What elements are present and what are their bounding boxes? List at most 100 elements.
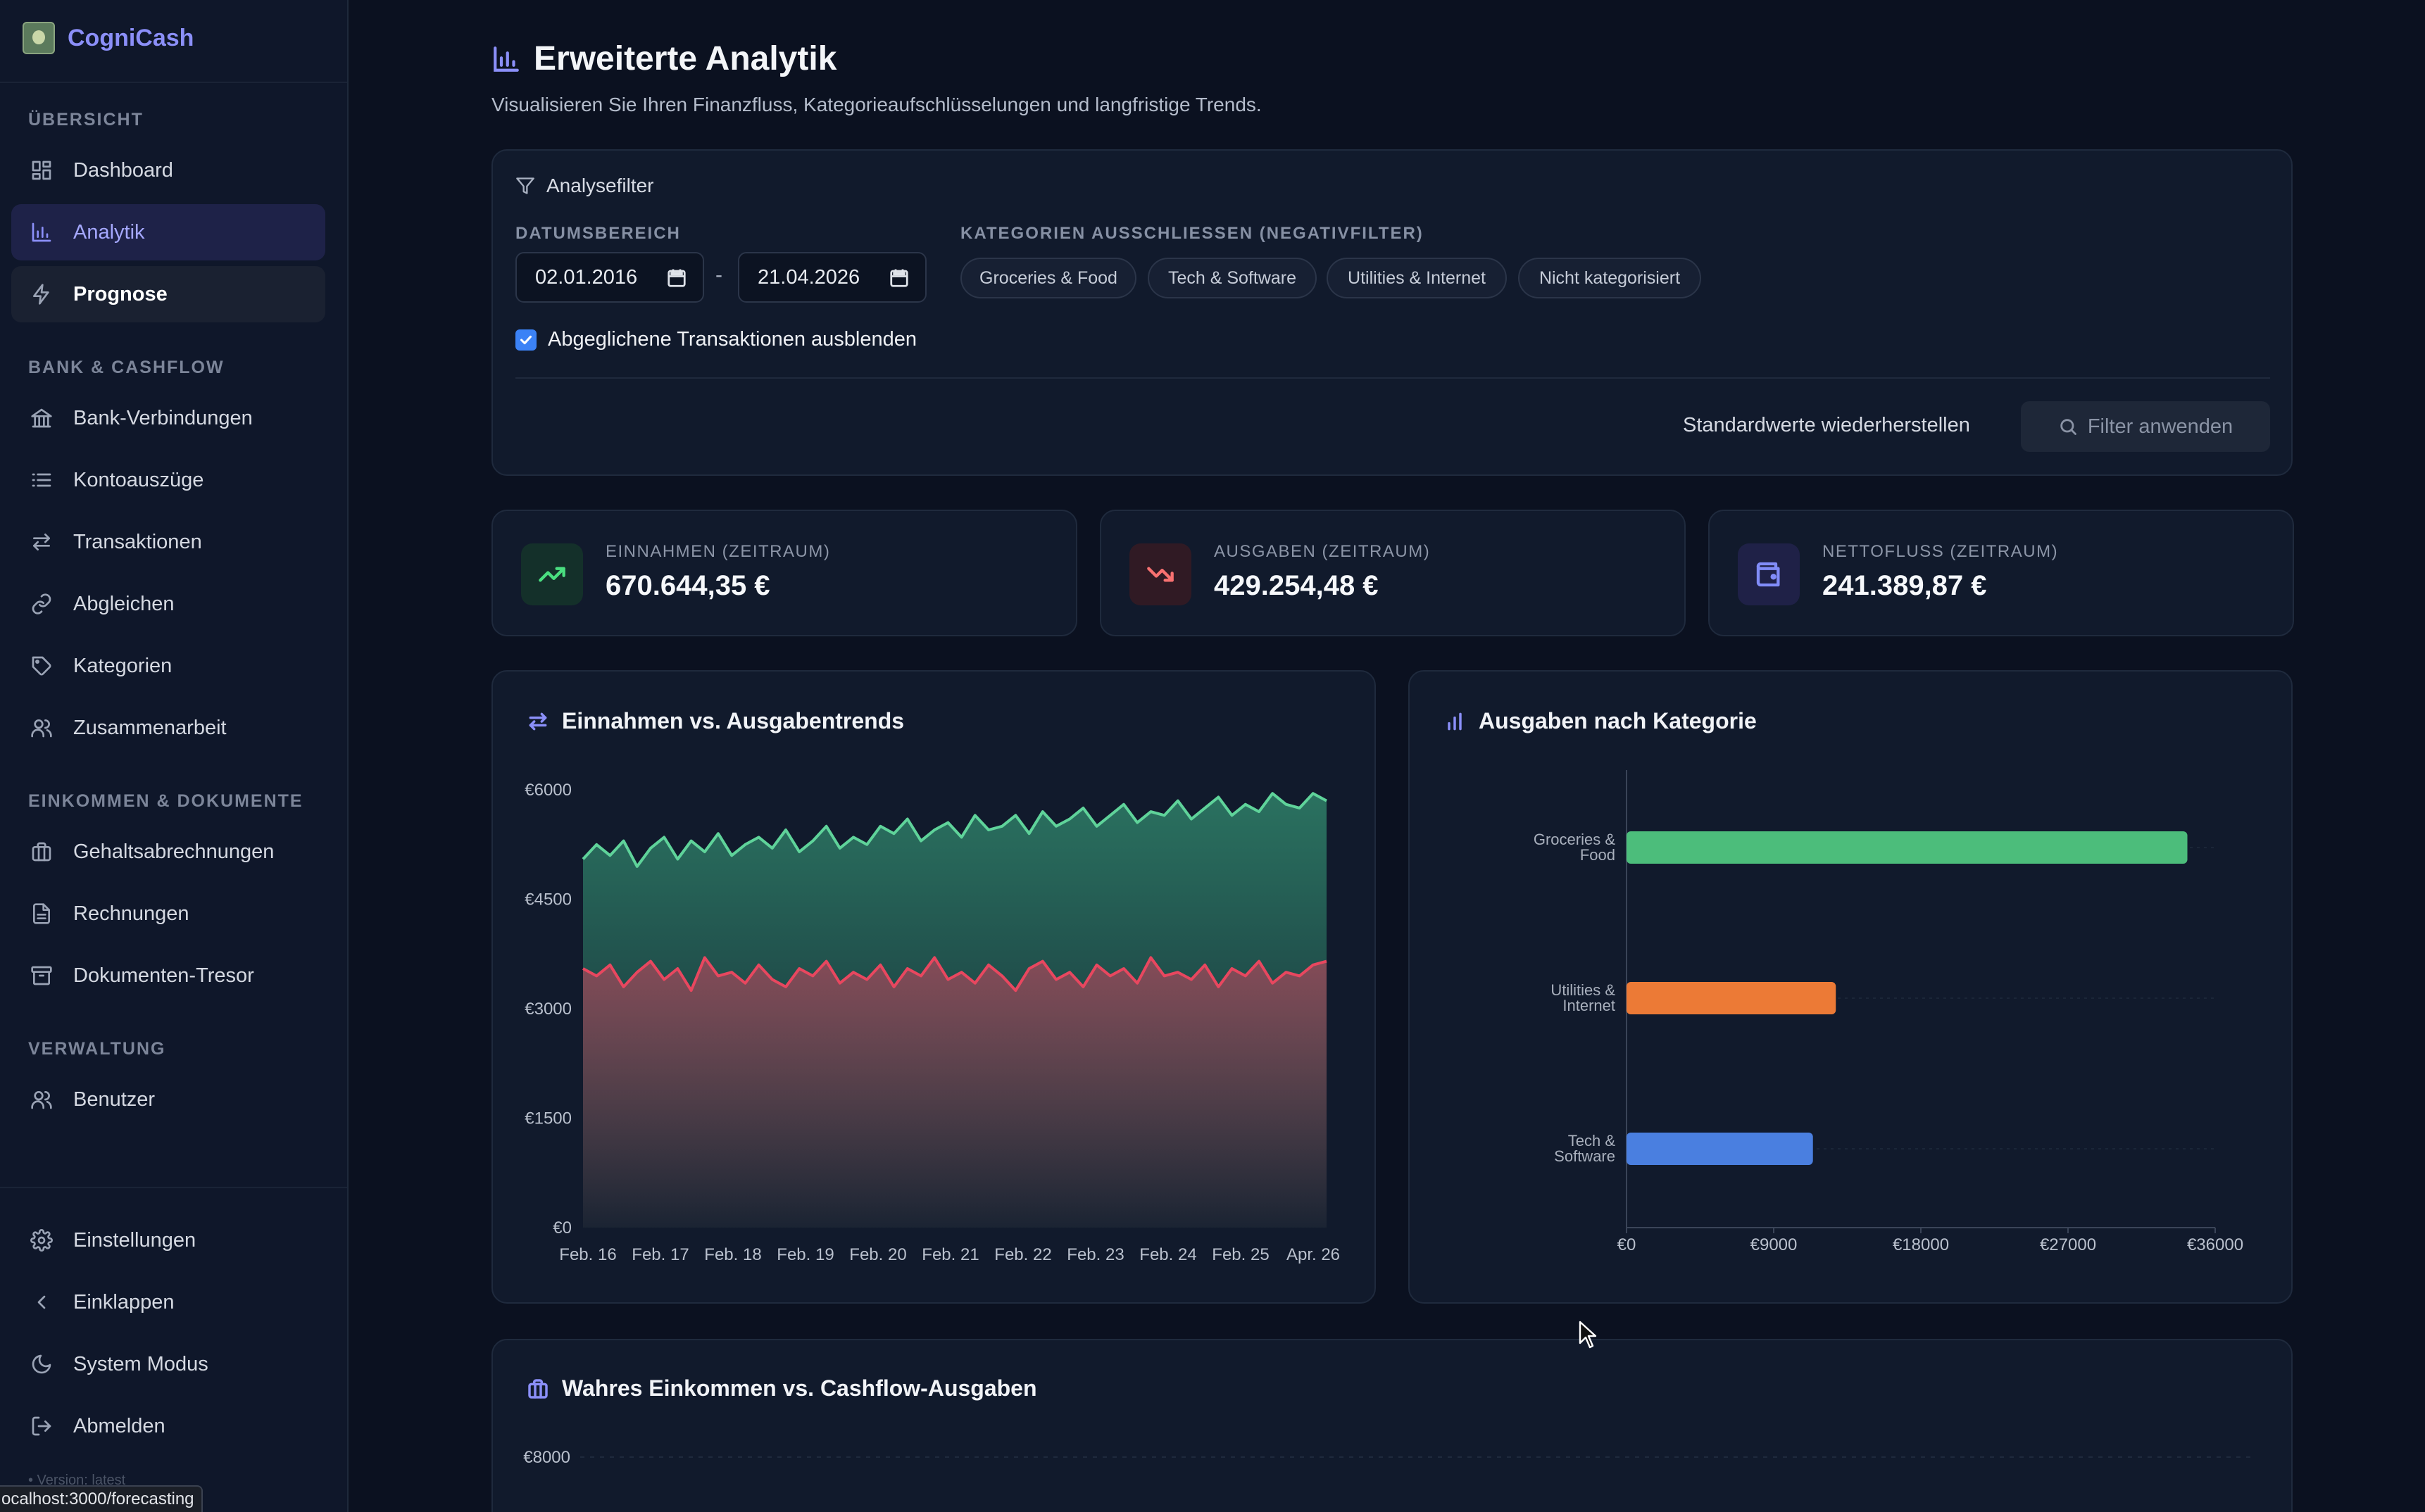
date-range-label: DATUMSBEREICH: [515, 224, 681, 243]
sidebar-item-label: System Modus: [73, 1352, 208, 1375]
dashboard-icon: [28, 157, 55, 184]
section-title-overview: ÜBERSICHT: [28, 110, 144, 130]
brand[interactable]: CogniCash: [23, 21, 194, 55]
hide-reconciled-checkbox[interactable]: [515, 329, 537, 351]
logout-button[interactable]: Abmelden: [11, 1398, 325, 1454]
analysis-filter-card: Analysefilter DATUMSBEREICH 02.01.2016 -…: [491, 149, 2293, 476]
filter-icon: [516, 177, 534, 194]
sidebar-item-label: Abmelden: [73, 1414, 165, 1437]
stat-label: NETTOFLUSS (ZEITRAUM): [1822, 542, 2059, 561]
version-text: • Version: latest: [28, 1473, 126, 1488]
date-to-input[interactable]: 21.04.2026: [738, 252, 927, 303]
sidebar: CogniCash ÜBERSICHT Dashboard Analytik P…: [0, 0, 349, 1512]
search-icon: [2060, 419, 2076, 435]
filter-title: Analysefilter: [515, 175, 654, 197]
x-tick-label: Feb. 16: [559, 1245, 616, 1264]
stat-card-expenses: AUSGABEN (ZEITRAUM) 429.254,48 €: [1100, 510, 1686, 636]
category-label: Software: [1554, 1147, 1615, 1165]
x-tick-label: €18000: [1893, 1235, 1949, 1254]
sidebar-item-kontoauszuege[interactable]: Kontoauszüge: [11, 452, 325, 508]
stat-label: EINNAHMEN (ZEITRAUM): [606, 542, 831, 561]
true-income-title-text: Wahres Einkommen vs. Cashflow-Ausgaben: [562, 1375, 1037, 1401]
system-mode-button[interactable]: System Modus: [11, 1336, 325, 1392]
x-tick-label: €36000: [2187, 1235, 2243, 1254]
x-tick-label: Feb. 22: [994, 1245, 1051, 1264]
logout-icon: [28, 1413, 55, 1439]
stat-label: AUSGABEN (ZEITRAUM): [1214, 542, 1431, 561]
sidebar-item-transaktionen[interactable]: Transaktionen: [11, 514, 325, 570]
status-bar-url: ocalhost:3000/forecasting: [0, 1485, 203, 1512]
category-chip-utilities[interactable]: Utilities & Internet: [1327, 258, 1507, 298]
tag-icon: [28, 653, 55, 679]
category-chip-tech[interactable]: Tech & Software: [1148, 258, 1317, 298]
x-tick-label: €27000: [2040, 1235, 2096, 1254]
sidebar-item-einstellungen[interactable]: Einstellungen: [11, 1212, 325, 1268]
sidebar-item-analytik[interactable]: Analytik: [11, 204, 325, 260]
exclude-categories-label: KATEGORIEN AUSSCHLIESSEN (NEGATIVFILTER): [960, 224, 1424, 243]
x-tick-label: €0: [1617, 1235, 1636, 1254]
sidebar-item-label: Rechnungen: [73, 902, 189, 925]
sidebar-item-abgleichen[interactable]: Abgleichen: [11, 576, 325, 632]
brand-name: CogniCash: [68, 24, 194, 51]
brand-divider: [0, 82, 347, 83]
expense-line: [582, 956, 1327, 993]
page-subtitle: Visualisieren Sie Ihren Finanzfluss, Kat…: [491, 94, 1262, 115]
sidebar-item-label: Kontoauszüge: [73, 468, 204, 491]
trend-chart: €0 €1500 €3000 €4500 €6000 Feb. 16 Feb. 17 Feb.…: [525, 781, 1340, 1264]
date-range-separator: -: [715, 263, 722, 286]
true-income-chart: €8000: [523, 1448, 2253, 1467]
gear-icon: [28, 1227, 55, 1254]
sidebar-item-kategorien[interactable]: Kategorien: [11, 638, 325, 694]
stat-value: 429.254,48 €: [1214, 570, 1379, 601]
sidebar-item-dashboard[interactable]: Dashboard: [11, 142, 325, 199]
moon-icon: [28, 1351, 55, 1378]
date-to-value: 21.04.2026: [758, 265, 860, 289]
calendar-icon[interactable]: [666, 267, 687, 289]
briefcase-icon: [528, 1378, 548, 1399]
x-tick-label: Feb. 17: [632, 1245, 689, 1264]
x-tick-label: Feb. 19: [777, 1245, 834, 1264]
stat-value: 670.644,35 €: [606, 570, 770, 601]
apply-filter-label: Filter anwenden: [2087, 415, 2233, 438]
category-chip-uncategorized[interactable]: Nicht kategorisiert: [1518, 258, 1701, 298]
sidebar-item-bank-verbindungen[interactable]: Bank-Verbindungen: [11, 390, 325, 446]
reset-defaults-button[interactable]: Standardwerte wiederherstellen: [1683, 414, 1970, 436]
calendar-icon[interactable]: [889, 267, 910, 289]
sidebar-item-prognose[interactable]: Prognose: [11, 266, 325, 322]
collapse-button[interactable]: Einklappen: [11, 1274, 325, 1330]
category-label: Utilities &: [1550, 981, 1615, 999]
bar-chart-icon: [28, 219, 55, 246]
sidebar-item-gehaltsabrechnungen[interactable]: Gehaltsabrechnungen: [11, 824, 325, 880]
date-from-input[interactable]: 02.01.2016: [515, 252, 704, 303]
hide-reconciled-row[interactable]: Abgeglichene Transaktionen ausblenden: [515, 328, 917, 351]
sidebar-item-label: Einklappen: [73, 1290, 175, 1313]
sidebar-item-label: Prognose: [73, 282, 168, 305]
category-chart-title-text: Ausgaben nach Kategorie: [1479, 708, 1757, 733]
filter-divider: [515, 377, 2270, 379]
sidebar-item-benutzer[interactable]: Benutzer: [11, 1071, 325, 1128]
bar-chart-icon: [1448, 712, 1462, 730]
bar: [1627, 982, 1836, 1014]
true-income-title: Wahres Einkommen vs. Cashflow-Ausgaben: [527, 1375, 1037, 1401]
trending-up-icon: [521, 543, 583, 605]
true-income-card: Wahres Einkommen vs. Cashflow-Ausgaben €…: [491, 1339, 2293, 1512]
sidebar-item-zusammenarbeit[interactable]: Zusammenarbeit: [11, 700, 325, 756]
chevron-left-icon: [28, 1289, 55, 1316]
y-tick-label: €3000: [525, 1000, 572, 1019]
category-chart: €0 €9000 €18000 €27000 €36000 Groceries &Food…: [1534, 770, 2243, 1254]
sidebar-item-label: Analytik: [73, 220, 145, 244]
x-tick-label: €9000: [1750, 1235, 1798, 1254]
hide-reconciled-label: Abgeglichene Transaktionen ausblenden: [548, 328, 917, 351]
stat-card-netflow: NETTOFLUSS (ZEITRAUM) 241.389,87 €: [1708, 510, 2294, 636]
sidebar-item-label: Kategorien: [73, 654, 173, 677]
sidebar-item-dokumenten-tresor[interactable]: Dokumenten-Tresor: [11, 947, 325, 1004]
section-title-admin: VERWALTUNG: [28, 1039, 166, 1059]
sidebar-item-rechnungen[interactable]: Rechnungen: [11, 886, 325, 942]
expense-area: [583, 957, 1327, 1228]
apply-filter-button[interactable]: Filter anwenden: [2021, 401, 2270, 452]
y-tick-label: €6000: [525, 781, 572, 800]
category-chart-card: Ausgaben nach Kategorie €0 €9000 €18000 €27…: [1408, 670, 2293, 1304]
sidebar-item-label: Transaktionen: [73, 530, 202, 553]
category-chip-groceries[interactable]: Groceries & Food: [960, 258, 1136, 298]
